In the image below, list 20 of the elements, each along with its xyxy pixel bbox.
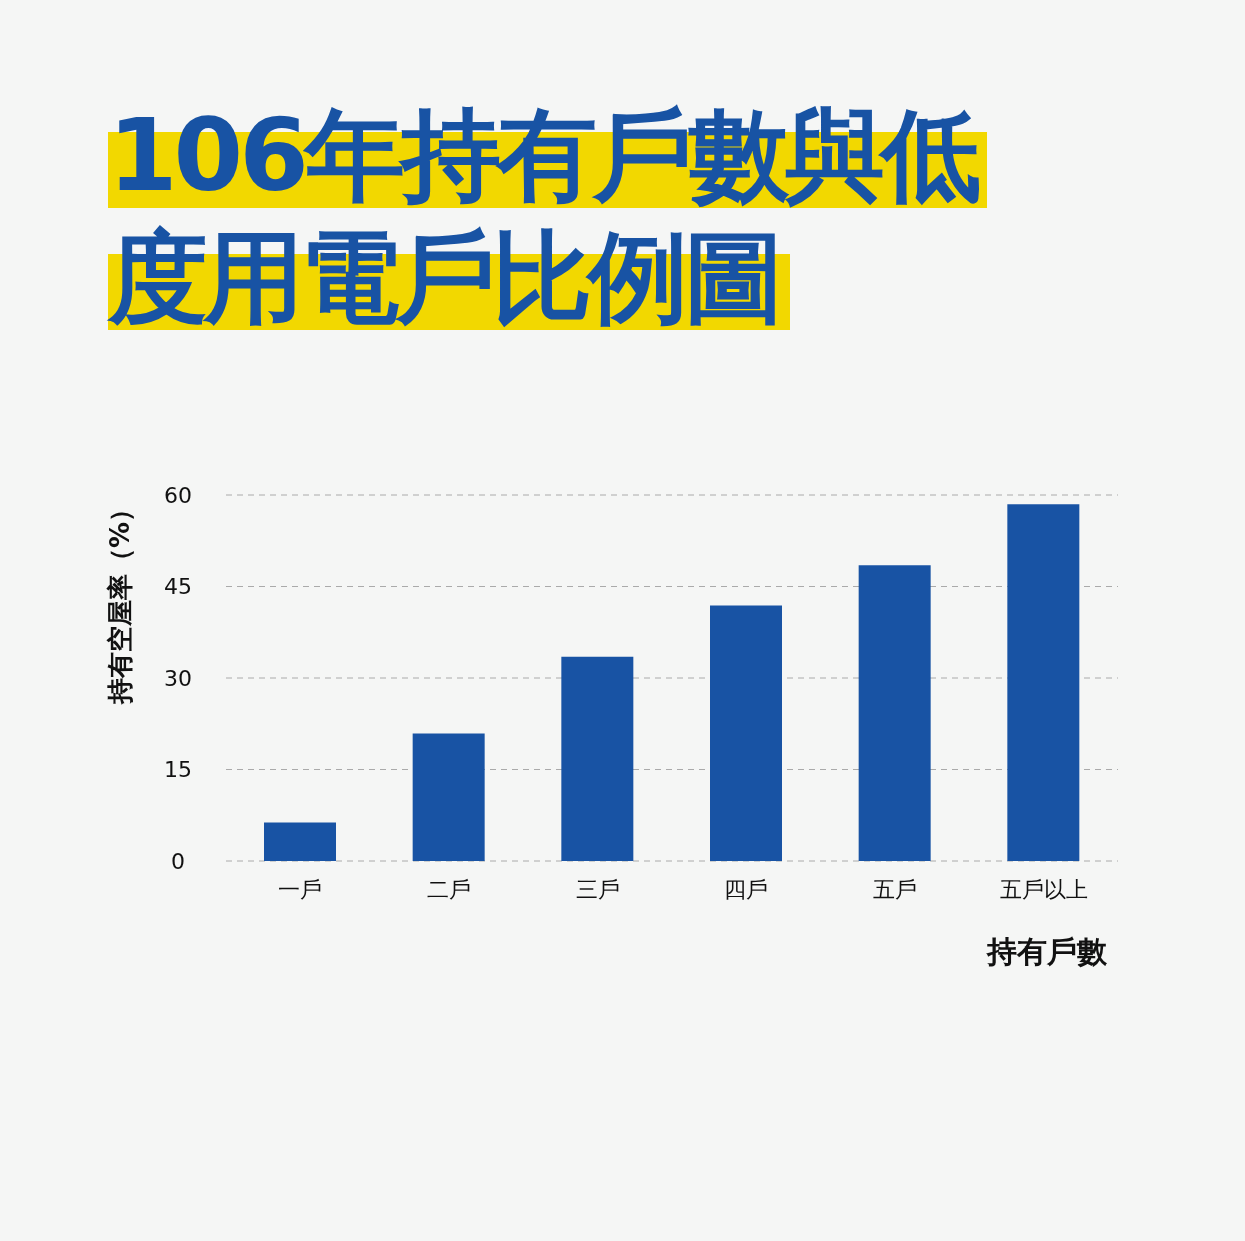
y-tick-label: 45	[164, 574, 192, 600]
x-tick-label: 四戶	[724, 876, 769, 902]
x-tick-label: 二戶	[427, 876, 471, 902]
y-axis-title: 持有空屋率（%）	[103, 495, 136, 705]
x-tick-label: 五戶以上	[999, 876, 1088, 902]
x-tick-label: 五戶	[873, 876, 917, 902]
x-tick-label: 一戶	[278, 876, 323, 902]
bar	[858, 565, 931, 861]
bar	[1007, 504, 1080, 861]
y-tick-label: 15	[164, 757, 192, 783]
bar	[710, 605, 782, 861]
y-tick-label: 0	[171, 848, 185, 874]
chart-title: 106年持有戶數與低度用電戶比例圖	[108, 97, 987, 336]
bar	[264, 822, 336, 861]
y-tick-label: 60	[164, 482, 192, 508]
bar	[412, 733, 485, 861]
x-axis-title: 持有戶數	[987, 933, 1107, 971]
bar	[561, 656, 634, 861]
x-tick-label: 三戶	[575, 876, 620, 902]
y-tick-label: 30	[164, 665, 192, 691]
